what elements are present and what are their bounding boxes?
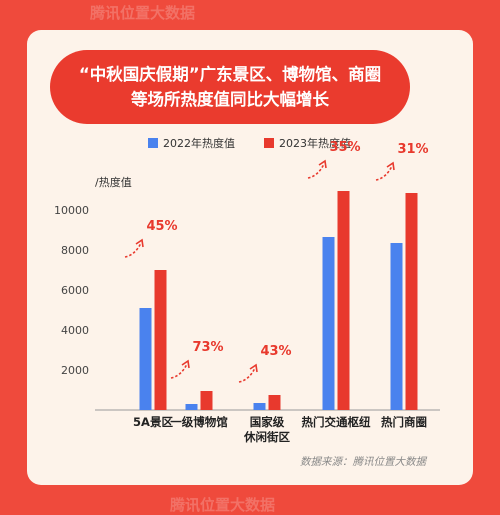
growth-arrow [124, 242, 142, 258]
y-tick-label: 6000 [61, 284, 89, 297]
growth-arrow-head [135, 238, 144, 248]
legend-label-2022: 2022年热度值 [163, 137, 235, 150]
legend-item-2022: 2022年热度值 [148, 135, 235, 151]
legend-swatch-2022 [148, 138, 158, 148]
title-banner: “中秋国庆假期”广东景区、博物馆、商圈 等场所热度值同比大幅增长 [50, 50, 410, 124]
growth-arrow-head [249, 363, 258, 373]
bar-2022 [139, 308, 152, 410]
data-source-note: 数据来源：腾讯位置大数据 [300, 456, 426, 468]
bar-2022 [322, 237, 335, 410]
watermark-text: 腾讯位置大数据 [170, 496, 276, 514]
growth-label: 31% [397, 142, 428, 157]
growth-arrow [170, 363, 188, 379]
legend-item-2023: 2023年热度值 [264, 135, 351, 151]
chart-title-line-1: “中秋国庆假期”广东景区、博物馆、商圈 [78, 65, 382, 84]
growth-label: 35% [329, 140, 360, 155]
y-axis-label: /热度值 [95, 175, 132, 189]
x-tick-label: 热门交通枢纽 [302, 415, 371, 429]
bar-2022 [185, 404, 198, 410]
bar-2023 [337, 191, 350, 410]
watermark-text: 腾讯位置大数据 [90, 4, 196, 22]
growth-arrow-head [181, 359, 190, 369]
y-tick-label: 8000 [61, 244, 89, 257]
x-tick-label: 一级博物馆 [170, 415, 228, 429]
y-tick-label: 2000 [61, 364, 89, 377]
legend-label-2023: 2023年热度值 [279, 137, 351, 150]
x-tick-label: 5A景区 [133, 415, 173, 429]
growth-label: 43% [260, 344, 291, 359]
bar-2023 [405, 193, 418, 410]
x-tick-label: 休闲街区 [243, 430, 290, 444]
bar-2023 [268, 395, 281, 410]
growth-arrow [238, 367, 256, 383]
growth-label: 45% [146, 219, 177, 234]
bar-2023 [200, 391, 213, 410]
growth-arrow-head [318, 159, 327, 169]
x-tick-label: 国家级 [250, 415, 285, 429]
legend: 2022年热度值 2023年热度值 [0, 135, 500, 151]
y-tick-label: 4000 [61, 324, 89, 337]
growth-label: 73% [192, 340, 223, 355]
growth-arrow [307, 163, 325, 179]
bar-2022 [390, 243, 403, 410]
growth-arrow [375, 165, 393, 181]
growth-arrow-head [386, 161, 395, 171]
legend-swatch-2023 [264, 138, 274, 148]
bar-2022 [253, 403, 266, 410]
x-tick-label: 热门商圈 [381, 415, 427, 429]
y-tick-label: 10000 [54, 204, 89, 217]
chart-title-line-2: 等场所热度值同比大幅增长 [131, 90, 329, 109]
bar-2023 [154, 270, 167, 410]
